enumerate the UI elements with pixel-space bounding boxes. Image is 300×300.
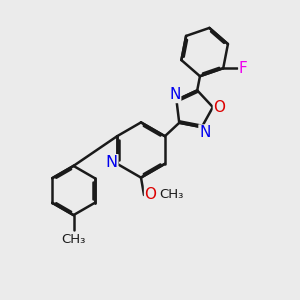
Text: CH₃: CH₃: [159, 188, 183, 202]
Text: N: N: [106, 155, 118, 170]
Text: N: N: [169, 87, 181, 102]
Text: F: F: [239, 61, 248, 76]
Text: O: O: [214, 100, 226, 115]
Text: CH₃: CH₃: [61, 232, 86, 246]
Text: N: N: [199, 125, 210, 140]
Text: O: O: [145, 187, 157, 202]
